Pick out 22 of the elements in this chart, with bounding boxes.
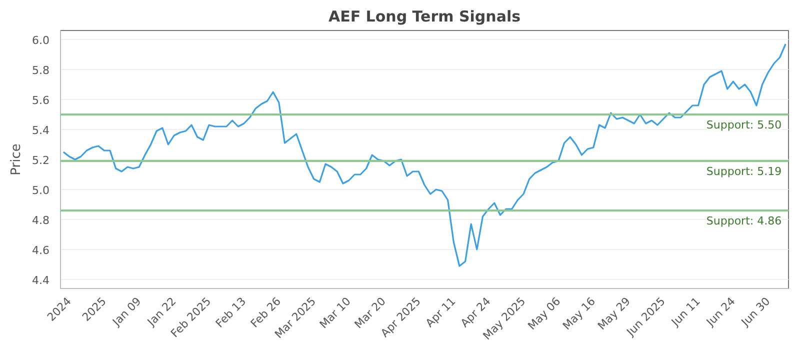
x-tick-label: Jun 30: [738, 294, 773, 330]
x-tick-label: Feb 13: [213, 294, 249, 330]
y-tick-label: 4.6: [32, 244, 50, 257]
x-tick-label: Apr 11: [423, 294, 458, 330]
x-tick-label: Jun 11: [668, 294, 703, 330]
y-tick-label: 5.4: [32, 124, 50, 137]
y-tick-label: 5.0: [32, 184, 50, 197]
x-tick-label: Jun 24: [703, 294, 738, 330]
x-tick-label: Mar 10: [317, 294, 354, 332]
y-tick-label: 5.6: [32, 94, 50, 107]
chart-title: AEF Long Term Signals: [328, 8, 521, 26]
y-tick-label: 4.8: [32, 214, 50, 227]
y-tick-label: 5.2: [32, 154, 50, 167]
y-tick-label: 6.0: [32, 34, 50, 47]
ref-line-label: Support: 5.50: [706, 118, 782, 132]
y-axis-title: Price: [9, 144, 24, 176]
ref-line-label: Support: 5.19: [706, 165, 782, 178]
y-tick-label: 5.8: [32, 64, 50, 77]
x-tick-label: Jan 09: [109, 294, 144, 330]
line-series: [62, 43, 786, 267]
ref-line-label: Support: 4.86: [706, 214, 782, 228]
y-tick-label: 4.4: [32, 274, 50, 287]
